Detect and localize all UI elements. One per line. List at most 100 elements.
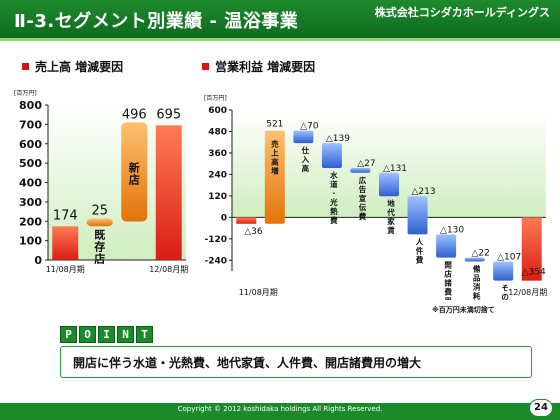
bar-label-char: 水 (330, 170, 338, 180)
bar-label-char: 仕 (301, 145, 310, 155)
point-box: 開店に伴う水道・光熱費、地代家賃、人件費、開店諸費用の増大 (60, 346, 532, 378)
y-unit-label: [百万円] (14, 90, 37, 97)
waterfall-bar (52, 226, 79, 260)
point-badge: P O I N T (60, 326, 153, 343)
y-tick-label: 200 (19, 215, 42, 228)
bar-label-char: 店 (94, 251, 105, 265)
bar-label-char: 費 (330, 215, 338, 225)
x-tick-label: 11/08月期 (239, 288, 278, 297)
bar-label-char: 用 (444, 297, 452, 300)
bar-label-char: 消 (473, 282, 481, 292)
value-label: △107 (497, 253, 521, 263)
unit-note: ※百万円未満切捨て (432, 306, 495, 314)
bar-label-char: 増 (271, 166, 279, 176)
waterfall-bar (407, 196, 428, 235)
bar-label-char: 既 (94, 228, 105, 241)
y-tick-label: -240 (204, 256, 227, 266)
bar-label-char: 告 (359, 184, 367, 194)
bar-label-char: 店 (129, 172, 140, 186)
bar-label-char: 高 (271, 157, 279, 167)
profit-waterfall-chart: -240 -120 0 120 240 360 480 600 [百万円] △36 11/08月期 5… (204, 95, 547, 300)
title-rule (0, 38, 560, 41)
bar-label-char: 費 (444, 287, 452, 297)
bar-label-char: 備 (473, 264, 481, 274)
y-tick-label: 700 (19, 118, 42, 131)
point-text: 開店に伴う水道・光熱費、地代家賃、人件費、開店諸費用の増大 (73, 356, 422, 370)
y-tick-label: 500 (19, 157, 42, 170)
y-tick-label: 480 (208, 127, 227, 137)
bar-label-char: 高 (302, 163, 310, 173)
sales-waterfall-chart: 0 100 200 300 400 500 600 700 800 [百万円] 174 11/08月期… (14, 90, 188, 274)
point-letter: O (79, 326, 96, 343)
value-label: △36 (244, 227, 263, 237)
value-label: 521 (266, 120, 283, 130)
bar-label-char: 新 (129, 160, 140, 174)
bar-label-char: 道 (330, 179, 338, 189)
left-section-title: 売上高 増減要因 (22, 58, 123, 75)
bar-label-char: 費 (359, 211, 367, 221)
bar-label-char: 件 (416, 245, 424, 255)
waterfall-bar (464, 257, 485, 262)
y-tick-label: 100 (19, 235, 42, 248)
bar-label-char: 人 (416, 237, 424, 246)
value-label: △354 (522, 268, 546, 278)
bar-label-char: 賃 (386, 225, 395, 235)
bar-label-char: 光 (329, 197, 338, 207)
bar-label-char: 諸 (444, 278, 452, 288)
footer-band (0, 403, 560, 420)
value-label: △131 (383, 164, 407, 174)
waterfall-bar (379, 172, 399, 197)
bar-label-char: 上 (271, 148, 279, 158)
point-letter: T (136, 326, 153, 343)
page-title: Ⅱ-3.セグメント別業績 - 温浴事業 (14, 11, 299, 32)
waterfall-bar (121, 122, 148, 222)
point-letter: N (117, 326, 134, 343)
y-unit-label: [百万円] (204, 95, 227, 102)
waterfall-bar (155, 125, 182, 260)
title-band (0, 0, 560, 38)
right-section-title: 営業利益 増減要因 (202, 58, 315, 75)
point-letter: I (98, 326, 115, 343)
x-tick-label: 12/08月期 (149, 265, 188, 274)
bar-label-char: 家 (387, 216, 395, 226)
right-section-title-text: 営業利益 増減要因 (215, 60, 316, 74)
waterfall-bar (321, 143, 342, 168)
y-tick-label: 600 (19, 138, 42, 151)
bar-label-char: 店 (444, 269, 452, 279)
y-tick-label: 240 (208, 170, 227, 180)
y-tick-label: 600 (208, 106, 227, 116)
bar-label-char: 熱 (330, 206, 338, 216)
waterfall-bar (264, 130, 285, 224)
waterfall-bar (436, 234, 457, 258)
y-tick-label: 0 (34, 254, 42, 267)
y-tick-label: 300 (19, 196, 42, 209)
bar-label-char: · (332, 189, 335, 198)
bar-label-char: 存 (94, 239, 105, 253)
red-square-bullet-icon (202, 63, 209, 70)
x-tick-label: 11/08月期 (46, 265, 85, 274)
value-label: △70 (300, 122, 319, 132)
x-tick-label: 12/08月期 (508, 288, 547, 297)
company-name: 株式会社コシダカホールディングス (374, 6, 550, 19)
y-tick-label: 360 (208, 149, 227, 159)
value-label: 174 (53, 208, 78, 223)
point-letter: P (60, 326, 77, 343)
value-label: △27 (357, 159, 375, 169)
y-tick-label: -120 (204, 235, 227, 245)
y-tick-label: 800 (19, 99, 42, 112)
y-tick-label: 0 (221, 213, 227, 223)
y-tick-label: 400 (19, 177, 42, 190)
bar-label-char: 代 (386, 207, 395, 217)
bar-label-char: 開 (444, 261, 452, 270)
bar-label-char: 売 (271, 139, 279, 149)
waterfall-bar (236, 217, 257, 224)
waterfall-bar (293, 130, 314, 144)
left-section-title-text: 売上高 増減要因 (35, 60, 124, 74)
red-square-bullet-icon (22, 63, 29, 70)
y-tick-label: 120 (208, 192, 227, 202)
waterfall-bar (350, 167, 371, 173)
bar-label-char: 費 (416, 254, 424, 264)
value-label: △139 (326, 134, 350, 144)
bar-label-char: 地 (387, 198, 395, 208)
